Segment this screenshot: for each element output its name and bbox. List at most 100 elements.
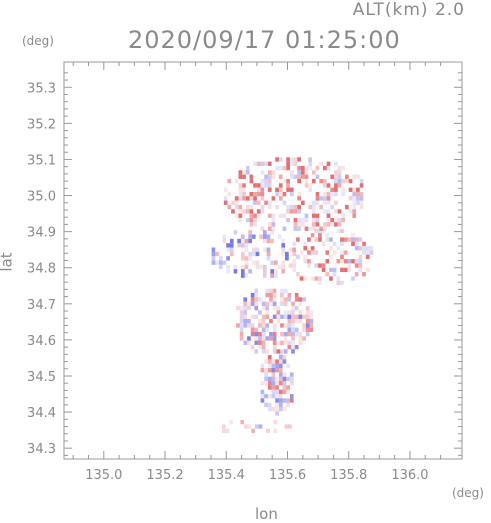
- radar-cell: [226, 269, 230, 274]
- radar-cell: [272, 301, 277, 306]
- radar-cell: [302, 327, 306, 332]
- radar-cell: [294, 314, 299, 319]
- radar-cell: [288, 263, 293, 268]
- radar-cell: [267, 363, 272, 369]
- radar-cell: [311, 222, 316, 227]
- radar-cell: [239, 305, 244, 311]
- radar-cell: [293, 204, 298, 210]
- radar-cell: [319, 196, 324, 201]
- radar-cell: [309, 327, 314, 332]
- radar-cell: [260, 196, 265, 201]
- radar-cell: [286, 204, 290, 210]
- radar-cell: [314, 263, 319, 268]
- radar-cell: [282, 355, 287, 360]
- radar-cell: [233, 264, 238, 270]
- radar-cell: [253, 183, 257, 188]
- radar-cell: [269, 301, 273, 306]
- radar-cell: [297, 226, 301, 231]
- radar-cell: [237, 238, 241, 244]
- radar-cell: [282, 178, 287, 184]
- radar-cell: [267, 204, 272, 210]
- radar-cell: [297, 178, 301, 184]
- radar-cell: [354, 272, 359, 277]
- radar-cell: [242, 170, 246, 175]
- radar-cell: [356, 191, 360, 197]
- radar-cell: [255, 424, 259, 429]
- radar-cell: [271, 222, 276, 227]
- radar-cell: [291, 344, 295, 350]
- radar-cell: [244, 264, 249, 270]
- radar-cell: [347, 263, 352, 268]
- radar-cell: [263, 230, 267, 235]
- x-tick-label: 136.0: [391, 468, 428, 483]
- radar-cell: [261, 340, 266, 345]
- radar-cell: [289, 204, 294, 210]
- radar-cell: [300, 200, 305, 205]
- radar-cell: [282, 191, 287, 197]
- radar-cell: [286, 217, 290, 223]
- radar-cell: [318, 280, 322, 286]
- radar-cell: [314, 228, 319, 234]
- radar-cell: [280, 288, 284, 293]
- radar-cell: [315, 174, 320, 179]
- radar-cell: [288, 247, 293, 252]
- x-tick-label: 135.8: [330, 468, 367, 483]
- radar-cell: [336, 228, 341, 234]
- radar-cell: [245, 209, 250, 214]
- radar-cell: [365, 250, 370, 255]
- radar-cell: [225, 428, 230, 434]
- radar-cell: [297, 196, 301, 201]
- radar-cell: [337, 209, 342, 214]
- radar-cell: [253, 200, 257, 205]
- radar-cell: [237, 243, 241, 248]
- x-tick-label: 135.0: [85, 468, 122, 483]
- radar-cell: [323, 196, 327, 201]
- radar-cell: [311, 200, 316, 205]
- radar-cell: [271, 174, 276, 179]
- radar-cell: [282, 381, 287, 386]
- radar-cell: [278, 350, 283, 356]
- radar-cell: [323, 222, 327, 227]
- radar-cell: [243, 297, 248, 302]
- radar-cell: [247, 301, 251, 306]
- radar-cell: [244, 247, 249, 252]
- radar-cell: [318, 233, 322, 238]
- radar-cell: [248, 251, 252, 257]
- radar-cell: [247, 305, 251, 311]
- radar-cell: [359, 183, 364, 188]
- radar-cell: [231, 209, 235, 214]
- radar-cell: [294, 344, 299, 350]
- radar-cell: [254, 301, 259, 306]
- radar-cell: [251, 428, 256, 434]
- radar-cell: [323, 183, 327, 188]
- radar-cell: [282, 359, 287, 364]
- radar-cell: [326, 196, 331, 201]
- radar-cell: [293, 161, 298, 166]
- radar-cell: [281, 251, 286, 257]
- radar-cell: [326, 165, 331, 171]
- radar-cell: [332, 267, 337, 273]
- radar-cell: [274, 273, 278, 278]
- radar-cell: [223, 187, 228, 192]
- radar-cell: [315, 196, 320, 201]
- radar-cell: [287, 314, 292, 319]
- radar-cell: [274, 260, 278, 265]
- radar-cell: [341, 217, 346, 223]
- radar-cell: [289, 174, 294, 179]
- radar-cell: [256, 187, 261, 192]
- radar-cell: [247, 323, 251, 328]
- radar-cell: [223, 196, 228, 201]
- x-tick-label: 135.2: [146, 468, 183, 483]
- radar-cell: [287, 292, 292, 298]
- radar-cell: [244, 238, 249, 244]
- radar-cell: [226, 264, 230, 270]
- radar-cell: [275, 157, 279, 162]
- radar-cell: [334, 170, 338, 175]
- radar-cell: [249, 191, 254, 197]
- radar-cell: [285, 254, 289, 260]
- x-unit-label: (deg): [452, 486, 484, 500]
- radar-cell: [273, 420, 278, 425]
- radar-cell: [326, 200, 331, 205]
- radar-cell: [314, 276, 319, 281]
- radar-cell: [304, 170, 309, 175]
